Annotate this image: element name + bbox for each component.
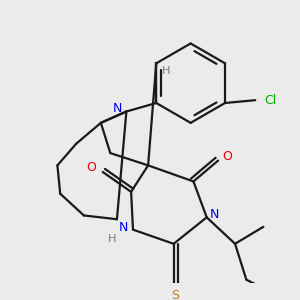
Text: Cl: Cl [264, 94, 277, 107]
Text: N: N [119, 221, 128, 234]
Text: S: S [172, 289, 179, 300]
Text: H: H [108, 234, 116, 244]
Text: O: O [86, 161, 96, 174]
Text: N: N [210, 208, 219, 221]
Text: N: N [113, 102, 123, 115]
Text: O: O [223, 150, 232, 164]
Text: H: H [161, 66, 170, 76]
